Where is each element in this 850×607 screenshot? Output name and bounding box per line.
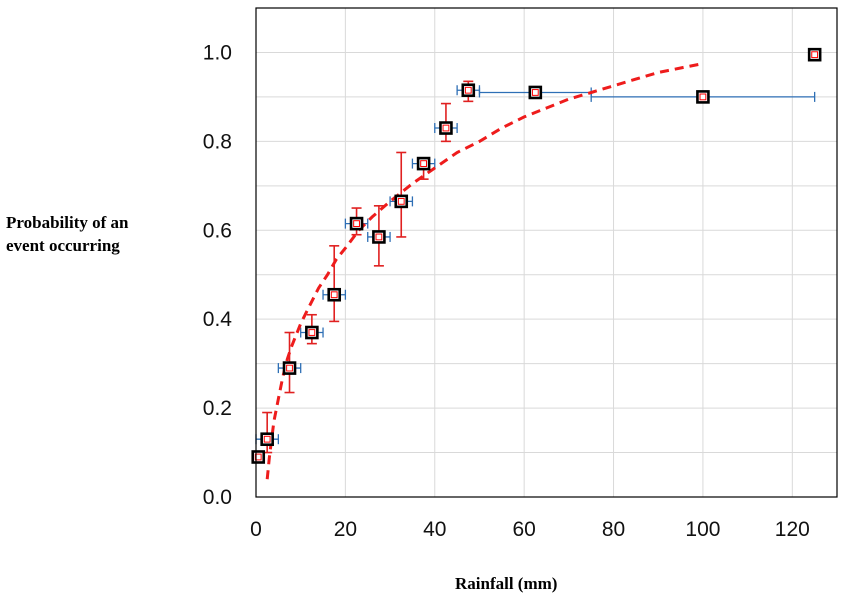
y-tick-label: 0.8 [203,130,232,153]
data-point [394,194,409,209]
data-point-inner [420,160,427,167]
data-point [807,47,822,62]
data-point-inner [330,291,338,299]
x-tick-label: 20 [334,518,357,541]
data-point [696,90,710,104]
y-tick-label: 0.2 [203,397,232,420]
x-tick-label: 60 [512,518,535,541]
data-point [282,361,297,375]
data-point-inner [254,453,262,461]
x-tick-label: 120 [775,518,810,541]
y-tick-labels: 0.0 0.2 0.4 0.6 0.8 1.0 [203,41,233,509]
data-point-inner [442,124,450,132]
y-axis-label: Probability of an event occurring [6,211,176,257]
x-tick-label: 40 [423,518,446,541]
y-axis-label-line-1: Probability of an [6,213,129,232]
data-point-inner [397,197,405,205]
y-tick-label: 1.0 [203,41,232,64]
data-point [349,216,364,231]
data-point [251,450,266,464]
x-tick-label: 0 [250,518,262,541]
x-tick-labels: 0 20 40 60 80 100 120 [250,518,810,541]
data-point-inner [286,364,293,372]
data-point-inner [263,435,271,443]
data-point-inner [699,93,707,101]
data-point [528,85,543,100]
data-point [416,156,431,171]
x-tick-label: 80 [602,518,625,541]
plot-frame [255,7,838,498]
data-point [260,432,274,447]
data-point-inner [308,329,316,336]
data-point-inner [811,51,819,59]
y-axis-label-line-2: event occurring [6,236,120,255]
y-tick-label: 0.4 [203,308,233,331]
data-point [305,325,319,340]
data-point [461,83,476,98]
data-point-inner [353,220,360,228]
data-point-inner [464,86,472,94]
x-tick-label: 100 [685,518,720,541]
data-point [372,230,386,244]
x-error-bars [255,85,816,445]
y-tick-label: 0.6 [203,219,232,242]
data-point-inner [531,89,539,96]
data-point [439,121,453,135]
y-tick-label: 0.0 [203,486,232,509]
data-point [327,287,342,302]
data-markers [251,47,822,464]
x-axis-label: Rainfall (mm) [455,574,558,593]
data-point-inner [375,233,383,241]
trend-line [265,62,704,480]
